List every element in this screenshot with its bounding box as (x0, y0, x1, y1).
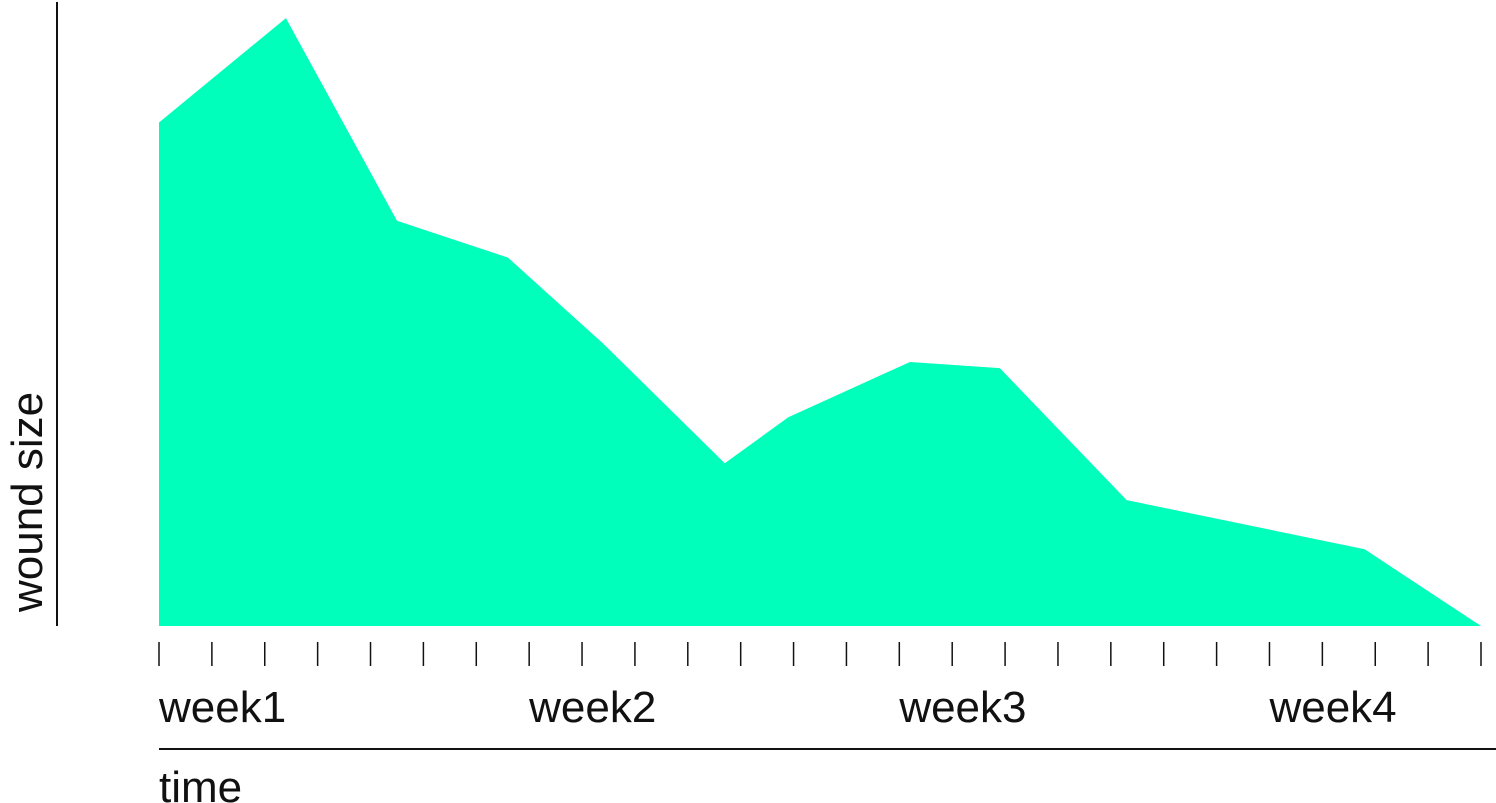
x-tick-label: week1 (158, 683, 286, 732)
area-layer (159, 18, 1481, 627)
x-axis-tick-labels: week1 week2 week3 week4 (158, 683, 1397, 732)
x-axis-ticks (158, 642, 1482, 666)
area-series (159, 18, 1481, 627)
x-tick-label: week2 (528, 683, 656, 732)
y-axis-title: wound size (3, 392, 52, 613)
x-tick-label: week4 (1268, 683, 1396, 732)
x-axis-title: time (159, 763, 242, 803)
x-tick-label: week3 (898, 683, 1026, 732)
